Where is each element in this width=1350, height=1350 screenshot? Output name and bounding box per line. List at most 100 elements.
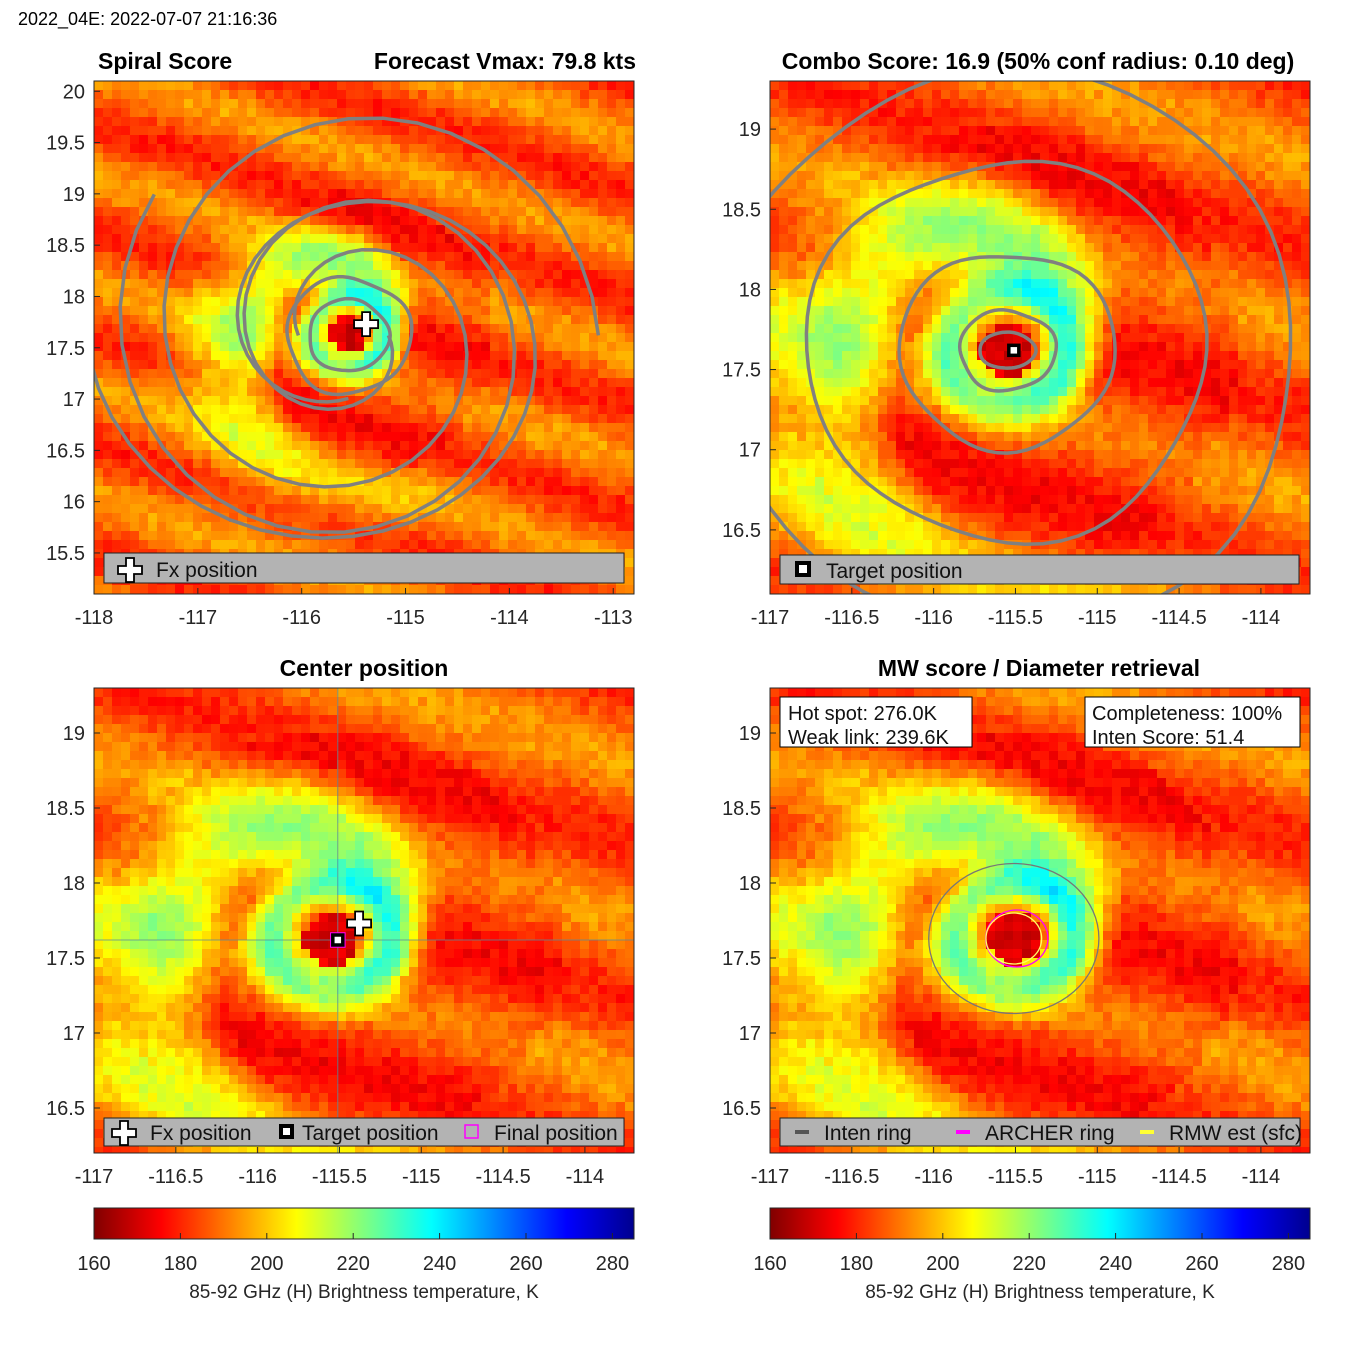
combo-tb-cell [986,522,996,532]
spiral-tb-cell [121,153,131,163]
spiral-tb-cell [409,315,419,325]
combo-tb-cell [986,108,996,118]
spiral-tb-cell [508,522,518,532]
spiral-tb-cell [625,126,634,136]
spiral-tb-cell [301,540,311,550]
spiral-tb-cell [544,144,554,154]
combo-tb-cell [851,99,861,109]
spiral-tb-cell [481,162,491,172]
spiral-tb-cell [526,261,536,271]
combo-tb-cell [815,315,825,325]
spiral-tb-cell [535,504,545,514]
combo-tb-cell [779,198,789,208]
combo-tb-cell [851,324,861,334]
spiral-tb-cell [571,153,581,163]
spiral-tb-cell [121,108,131,118]
spiral-tb-cell [139,324,149,334]
spiral-tb-cell [139,252,149,262]
spiral-tb-cell [202,468,212,478]
combo-tb-cell [851,198,861,208]
spiral-tb-cell [589,468,599,478]
spiral-tb-cell [139,81,149,91]
spiral-tb-cell [454,189,464,199]
spiral-tb-cell [364,225,374,235]
spiral-tb-cell [481,405,491,415]
combo-tb-cell [797,108,807,118]
spiral-tb-cell [94,378,104,388]
spiral-tb-cell [202,216,212,226]
spiral-tb-cell [508,153,518,163]
combo-tb-cell [959,378,969,388]
spiral-tb-cell [193,90,203,100]
spiral-tb-cell [310,450,320,460]
combo-tb-cell [869,162,879,172]
spiral-tb-cell [121,396,131,406]
spiral-tb-cell [472,369,482,379]
combo-tb-cell [995,243,1005,253]
combo-tb-cell [788,234,798,244]
spiral-tb-cell [391,495,401,505]
spiral-tb-cell [157,144,167,154]
spiral-tb-cell [481,324,491,334]
spiral-tb-cell [301,243,311,253]
spiral-tb-cell [436,144,446,154]
spiral-tb-cell [94,549,104,559]
combo-tb-cell [860,171,870,181]
spiral-tb-cell [535,324,545,334]
spiral-tb-cell [580,153,590,163]
spiral-tb-cell [553,432,563,442]
spiral-tb-cell [265,117,275,127]
combo-tb-cell [923,531,933,541]
spiral-tb-cell [535,99,545,109]
spiral-tb-cell [526,360,536,370]
spiral-tb-cell [139,198,149,208]
spiral-tb-cell [301,324,311,334]
spiral-tb-cell [211,306,221,316]
spiral-tb-cell [409,468,419,478]
combo-tb-cell [878,414,888,424]
combo-tb-cell [797,135,807,145]
spiral-tb-cell [535,234,545,244]
spiral-tb-cell [130,477,140,487]
spiral-tb-cell [481,495,491,505]
spiral-tb-cell [157,270,167,280]
combo-tb-cell [851,414,861,424]
spiral-tb-cell [355,360,365,370]
spiral-tb-cell [598,387,608,397]
combo-tb-cell [986,243,996,253]
combo-tb-cell [995,153,1005,163]
spiral-tb-cell [274,216,284,226]
combo-tb-cell [968,81,978,91]
combo-tb-cell [842,504,852,514]
combo-tb-cell [806,135,816,145]
combo-tb-cell [770,567,780,577]
combo-tb-cell [824,180,834,190]
combo-tb-cell [797,315,807,325]
spiral-tb-cell [328,135,338,145]
combo-tb-cell [788,513,798,523]
combo-tb-cell [770,117,780,127]
combo-tb-cell [779,468,789,478]
spiral-tb-cell [211,315,221,325]
spiral-tb-cell [319,135,329,145]
spiral-tb-cell [364,288,374,298]
spiral-tb-cell [202,252,212,262]
spiral-tb-cell [193,270,203,280]
spiral-tb-cell [202,531,212,541]
spiral-tb-cell [103,333,113,343]
spiral-tb-cell [103,117,113,127]
combo-tb-cell [896,216,906,226]
spiral-tb-cell [526,99,536,109]
spiral-tb-cell [112,531,122,541]
spiral-tb-cell [328,108,338,118]
spiral-tb-cell [310,441,320,451]
combo-tb-cell [977,369,987,379]
spiral-tb-cell [418,315,428,325]
combo-tb-cell [770,306,780,316]
spiral-tb-cell [418,198,428,208]
spiral-tb-cell [130,198,140,208]
spiral-tb-cell [499,351,509,361]
spiral-tb-cell [373,81,383,91]
spiral-tb-cell [130,171,140,181]
spiral-tb-cell [418,369,428,379]
